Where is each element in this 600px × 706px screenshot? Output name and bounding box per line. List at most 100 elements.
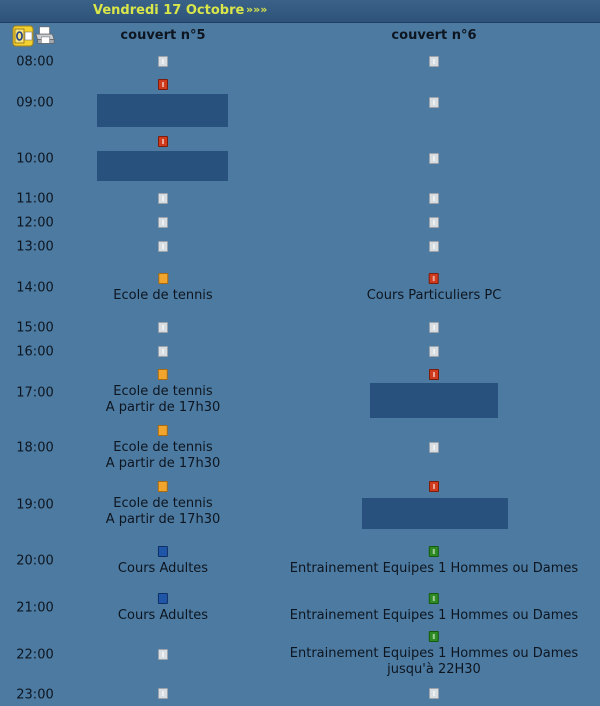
court-6-header: couvert n°6 [391, 28, 477, 43]
time-label: 22:00 [16, 647, 54, 663]
booked-slot-icon[interactable] [429, 369, 439, 380]
slot-court5-2300[interactable] [158, 688, 168, 703]
reserved-block[interactable] [97, 151, 228, 181]
slot-court5-0900[interactable] [158, 79, 168, 94]
free-slot-icon[interactable] [158, 193, 168, 204]
booking-note: A partir de 17h30 [105, 400, 221, 415]
booking-label: Ecole de tennis [113, 496, 213, 511]
time-label: 09:00 [16, 95, 54, 111]
booking-label: Ecole de tennis [113, 440, 213, 455]
time-label: 20:00 [16, 553, 54, 569]
slot-court6-1900[interactable] [429, 481, 439, 496]
slot-court5-1500[interactable] [158, 322, 168, 337]
slot-court6-2300[interactable] [429, 688, 439, 703]
slot-court5-1400[interactable]: Ecole de tennis [113, 273, 213, 304]
booking-label: Cours Adultes [117, 561, 209, 576]
booked-slot-icon[interactable] [158, 136, 168, 147]
current-date: Vendredi 17 Octobre [93, 3, 245, 18]
booked-slot-icon[interactable] [158, 79, 168, 90]
slot-court6-2200[interactable]: Entrainement Equipes 1 Hommes ou Dames j… [290, 631, 578, 678]
booking-label: Cours Particuliers PC [366, 288, 502, 303]
slot-court6-1400[interactable]: Cours Particuliers PC [366, 273, 502, 304]
booking-note: A partir de 17h30 [105, 512, 221, 527]
school-slot-icon[interactable] [157, 425, 168, 436]
slot-court5-1600[interactable] [158, 346, 168, 361]
free-slot-icon[interactable] [158, 688, 168, 699]
free-slot-icon[interactable] [429, 241, 439, 252]
free-slot-icon[interactable] [429, 193, 439, 204]
team-training-icon[interactable] [428, 546, 439, 557]
booked-slot-icon[interactable] [429, 481, 439, 492]
booking-label: Entrainement Equipes 1 Hommes ou Dames [289, 608, 579, 623]
free-slot-icon[interactable] [429, 217, 439, 228]
slot-court5-1300[interactable] [158, 241, 168, 256]
booking-label: Ecole de tennis [113, 288, 213, 303]
slot-court6-2100[interactable]: Entrainement Equipes 1 Hommes ou Dames [290, 593, 578, 624]
slot-court5-1800[interactable]: Ecole de tennis A partir de 17h30 [106, 425, 220, 472]
time-label: 21:00 [16, 600, 54, 616]
reserved-block[interactable] [362, 498, 508, 529]
time-label: 10:00 [16, 151, 54, 167]
free-slot-icon[interactable] [429, 97, 439, 108]
slot-court5-1000[interactable] [158, 136, 168, 151]
adult-lesson-icon[interactable] [158, 546, 168, 557]
time-label: 17:00 [16, 385, 54, 401]
slot-court6-1600[interactable] [429, 346, 439, 361]
slot-court5-1100[interactable] [158, 193, 168, 208]
court-5-header: couvert n°5 [120, 28, 206, 43]
slot-court6-1000[interactable] [429, 153, 439, 168]
free-slot-icon[interactable] [429, 153, 439, 164]
next-day-button[interactable]: »»» [246, 3, 268, 16]
free-slot-icon[interactable] [158, 241, 168, 252]
time-label: 19:00 [16, 497, 54, 513]
school-slot-icon[interactable] [157, 369, 168, 380]
free-slot-icon[interactable] [429, 688, 439, 699]
team-training-icon[interactable] [428, 631, 439, 642]
adult-lesson-icon[interactable] [158, 593, 168, 604]
slot-court6-1200[interactable] [429, 217, 439, 232]
slot-court5-2000[interactable]: Cours Adultes [118, 546, 208, 577]
printer-icon[interactable] [34, 25, 56, 47]
slot-court6-1800[interactable] [429, 442, 439, 457]
booking-label: Ecole de tennis [113, 384, 213, 399]
slot-court6-0900[interactable] [429, 97, 439, 112]
slot-court5-2200[interactable] [158, 649, 168, 664]
booking-note: A partir de 17h30 [105, 456, 221, 471]
slot-court6-2000[interactable]: Entrainement Equipes 1 Hommes ou Dames [290, 546, 578, 577]
slot-court6-1300[interactable] [429, 241, 439, 256]
time-label: 18:00 [16, 440, 54, 456]
school-slot-icon[interactable] [158, 273, 168, 284]
free-slot-icon[interactable] [158, 346, 168, 357]
time-label: 13:00 [16, 239, 54, 255]
booked-slot-icon[interactable] [428, 273, 439, 284]
date-header-bar: Vendredi 17 Octobre »»» [0, 0, 600, 23]
slot-court5-1700[interactable]: Ecole de tennis A partir de 17h30 [106, 369, 220, 416]
free-slot-icon[interactable] [429, 56, 439, 67]
time-label: 12:00 [16, 215, 54, 231]
reserved-block[interactable] [370, 383, 498, 418]
slot-court5-2100[interactable]: Cours Adultes [118, 593, 208, 624]
booking-label: Entrainement Equipes 1 Hommes ou Dames [289, 646, 579, 661]
slot-court5-1200[interactable] [158, 217, 168, 232]
slot-court5-0800[interactable] [158, 56, 168, 71]
slot-court6-1700[interactable] [429, 369, 439, 384]
booking-label: Cours Adultes [117, 608, 209, 623]
team-training-icon[interactable] [428, 593, 439, 604]
free-slot-icon[interactable] [158, 56, 168, 67]
slot-court5-1900[interactable]: Ecole de tennis A partir de 17h30 [106, 481, 220, 528]
school-slot-icon[interactable] [157, 481, 168, 492]
slot-court6-0800[interactable] [429, 56, 439, 71]
free-slot-icon[interactable] [429, 442, 439, 453]
slot-court6-1100[interactable] [429, 193, 439, 208]
slot-court6-1500[interactable] [429, 322, 439, 337]
free-slot-icon[interactable] [158, 322, 168, 333]
booking-note: jusqu'à 22H30 [387, 662, 481, 677]
time-label: 23:00 [16, 687, 54, 703]
reserved-block[interactable] [97, 94, 228, 127]
free-slot-icon[interactable] [158, 217, 168, 228]
free-slot-icon[interactable] [158, 649, 168, 660]
outlook-icon[interactable] [12, 25, 34, 47]
free-slot-icon[interactable] [429, 322, 439, 333]
time-label: 08:00 [16, 54, 54, 70]
free-slot-icon[interactable] [429, 346, 439, 357]
